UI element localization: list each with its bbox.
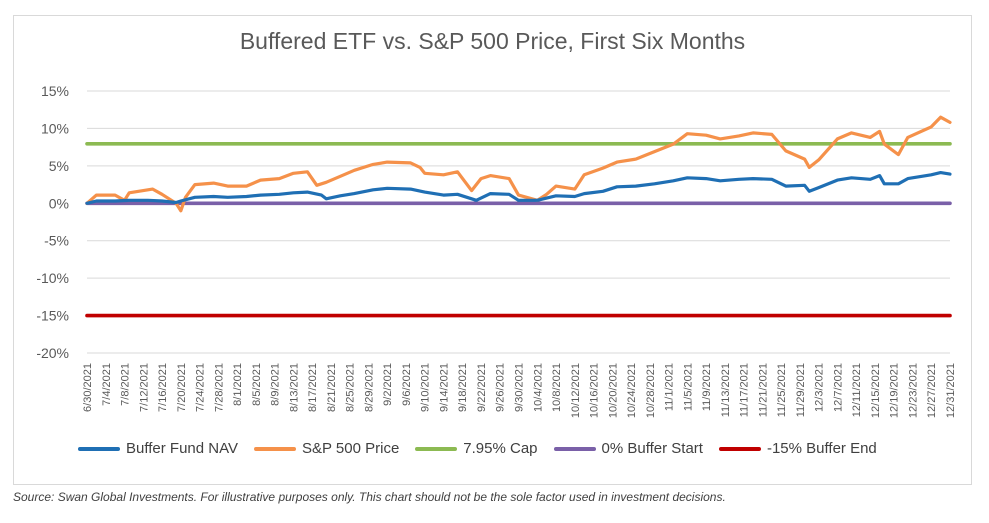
- x-tick-label: 9/14/2021: [438, 363, 450, 412]
- x-tick-label: 9/18/2021: [457, 363, 469, 412]
- legend-swatch: [254, 446, 297, 451]
- series-line-s-p-500-price: [85, 115, 952, 213]
- x-tick-label: 11/13/2021: [720, 363, 732, 417]
- chart-frame: [13, 15, 972, 485]
- legend-swatch: [78, 446, 120, 451]
- source-note: Source: Swan Global Investments. For ill…: [13, 490, 726, 504]
- y-tick-label: 5%: [49, 158, 69, 174]
- x-tick-label: 10/16/2021: [589, 363, 601, 418]
- x-tick-label: 8/1/2021: [232, 363, 244, 406]
- y-tick-label: 10%: [41, 120, 69, 136]
- legend-item-s-p-500-price: S&P 500 Price: [254, 440, 399, 457]
- y-tick-label: -20%: [36, 345, 69, 361]
- y-tick-label: -10%: [36, 270, 69, 286]
- legend-swatch: [415, 446, 458, 451]
- x-tick-label: 9/6/2021: [401, 363, 413, 406]
- x-tick-label: 10/4/2021: [532, 363, 544, 412]
- x-tick-label: 6/30/2021: [82, 363, 94, 412]
- x-tick-label: 8/9/2021: [270, 363, 282, 406]
- x-tick-label: 10/8/2021: [551, 363, 563, 412]
- x-tick-label: 11/21/2021: [757, 363, 769, 417]
- x-tick-label: 12/7/2021: [832, 363, 844, 412]
- x-tick-label: 7/20/2021: [176, 363, 188, 412]
- x-tick-label: 7/16/2021: [157, 363, 169, 412]
- y-tick-label: -15%: [36, 308, 69, 324]
- x-tick-label: 8/17/2021: [307, 363, 319, 412]
- x-tick-label: 10/28/2021: [645, 363, 657, 418]
- legend-swatch: [553, 446, 596, 451]
- legend-item-buffer-fund-nav: Buffer Fund NAV: [78, 440, 238, 457]
- x-tick-label: 12/3/2021: [814, 363, 826, 412]
- x-tick-label: 10/24/2021: [626, 363, 638, 418]
- x-tick-label: 7/4/2021: [101, 363, 113, 406]
- legend-label: 0% Buffer Start: [601, 440, 703, 457]
- y-tick-label: 0%: [49, 195, 69, 211]
- legend-label: S&P 500 Price: [302, 440, 400, 457]
- x-tick-label: 10/12/2021: [570, 363, 582, 418]
- x-tick-label: 9/2/2021: [382, 363, 394, 406]
- legend-swatch: [718, 446, 761, 451]
- x-tick-label: 8/29/2021: [363, 363, 375, 412]
- x-tick-label: 9/30/2021: [514, 363, 526, 412]
- series-line-buffer-fund-nav: [85, 171, 952, 205]
- x-tick-label: 7/28/2021: [213, 363, 225, 412]
- x-tick-label: 9/26/2021: [495, 363, 507, 412]
- x-tick-label: 10/20/2021: [607, 363, 619, 418]
- x-tick-label: 12/31/2021: [945, 363, 957, 418]
- x-tick-label: 9/22/2021: [476, 363, 488, 412]
- x-tick-label: 7/8/2021: [120, 363, 132, 406]
- y-tick-label: -5%: [44, 233, 69, 249]
- x-tick-label: 8/25/2021: [345, 363, 357, 412]
- x-tick-label: 11/5/2021: [682, 363, 694, 411]
- legend-item-0-buffer-start: 0% Buffer Start: [553, 440, 703, 457]
- x-tick-label: 12/15/2021: [870, 363, 882, 418]
- x-tick-label: 7/24/2021: [195, 363, 207, 412]
- x-tick-label: 9/10/2021: [420, 363, 432, 412]
- x-tick-label: 11/17/2021: [739, 363, 751, 417]
- chart-legend: Buffer Fund NAV S&P 500 Price 7.95% Cap 0% …: [78, 440, 893, 457]
- legend-label: 7.95% Cap: [463, 440, 538, 457]
- legend-item-7-95-cap: 7.95% Cap: [415, 440, 538, 457]
- x-tick-label: 7/12/2021: [138, 363, 150, 412]
- x-tick-label: 12/27/2021: [926, 363, 938, 418]
- x-tick-label: 12/11/2021: [851, 363, 863, 417]
- y-tick-label: 15%: [41, 83, 69, 99]
- legend-item-15-buffer-end: -15% Buffer End: [718, 440, 877, 457]
- x-tick-label: 8/21/2021: [326, 363, 338, 412]
- x-tick-label: 11/9/2021: [701, 363, 713, 411]
- x-tick-label: 12/23/2021: [907, 363, 919, 418]
- legend-label: Buffer Fund NAV: [126, 440, 239, 457]
- x-tick-label: 11/29/2021: [795, 363, 807, 417]
- legend-label: -15% Buffer End: [766, 440, 877, 457]
- x-tick-label: 11/1/2021: [664, 363, 676, 411]
- x-tick-label: 11/25/2021: [776, 363, 788, 417]
- x-tick-label: 8/5/2021: [251, 363, 263, 406]
- x-tick-label: 12/19/2021: [889, 363, 901, 418]
- x-tick-label: 8/13/2021: [288, 363, 300, 412]
- chart-title: Buffered ETF vs. S&P 500 Price, First Si…: [239, 28, 746, 54]
